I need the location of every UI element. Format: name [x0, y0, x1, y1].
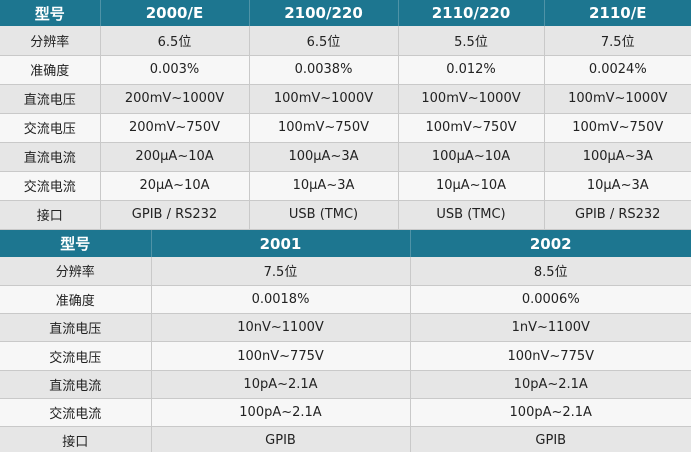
row-label: 交流电压: [0, 113, 101, 143]
table-cell: GPIB / RS232: [100, 200, 250, 230]
table-cell: 0.0024%: [544, 55, 691, 85]
table-cell: 100μA~3A: [249, 142, 399, 172]
table-row: 直流电流 10pA~2.1A 10pA~2.1A: [0, 370, 691, 399]
table-header-row: 型号 2000/E 2100/220 2110/220 2110/E: [0, 0, 691, 26]
table-cell: 10μA~3A: [544, 171, 691, 201]
header-model-2100-220: 2100/220: [249, 0, 399, 26]
header-model-label: 型号: [0, 230, 152, 257]
row-label: 交流电流: [0, 171, 101, 201]
table-cell: 10pA~2.1A: [151, 370, 411, 399]
table-cell: 100mV~1000V: [249, 84, 399, 114]
table-cell: 100pA~2.1A: [151, 398, 411, 428]
table-cell: 100mV~750V: [544, 113, 691, 143]
header-model-2110e: 2110/E: [544, 0, 691, 26]
table-cell: 6.5位: [249, 26, 399, 56]
table-cell: 10μA~10A: [398, 171, 545, 201]
table-row: 分辨率 6.5位 6.5位 5.5位 7.5位: [0, 26, 691, 56]
table-cell: 100μA~3A: [544, 142, 691, 172]
row-label: 分辨率: [0, 26, 101, 56]
table-cell: 7.5位: [151, 257, 411, 286]
table-row: 准确度 0.0018% 0.0006%: [0, 285, 691, 315]
row-label: 交流电压: [0, 341, 152, 371]
table-cell: 0.003%: [100, 55, 250, 85]
row-label: 分辨率: [0, 257, 152, 286]
table-cell: 100mV~1000V: [398, 84, 545, 114]
table-cell: 100nV~775V: [410, 341, 691, 371]
table-cell: 100mV~750V: [249, 113, 399, 143]
table-row: 准确度 0.003% 0.0038% 0.012% 0.0024%: [0, 55, 691, 85]
table-cell: USB (TMC): [249, 200, 399, 230]
table-cell: 100nV~775V: [151, 341, 411, 371]
table-cell: 8.5位: [410, 257, 691, 286]
header-model-2000e: 2000/E: [100, 0, 250, 26]
row-label: 交流电流: [0, 398, 152, 428]
table-cell: 0.0006%: [410, 285, 691, 315]
header-model-2001: 2001: [151, 230, 411, 257]
spec-table-1: 型号 2000/E 2100/220 2110/220 2110/E 分辨率 6…: [0, 0, 691, 230]
row-label: 直流电流: [0, 142, 101, 172]
table-row: 直流电流 200μA~10A 100μA~3A 100μA~10A 100μA~…: [0, 142, 691, 172]
row-label: 直流电压: [0, 84, 101, 114]
row-label: 直流电压: [0, 313, 152, 343]
row-label: 准确度: [0, 285, 152, 315]
table-cell: 10μA~3A: [249, 171, 399, 201]
table-cell: 0.0018%: [151, 285, 411, 315]
spec-table-2: 型号 2001 2002 分辨率 7.5位 8.5位 准确度 0.0018% 0…: [0, 230, 691, 452]
table-cell: GPIB / RS232: [544, 200, 691, 230]
header-model-label: 型号: [0, 0, 101, 26]
table-row: 分辨率 7.5位 8.5位: [0, 257, 691, 286]
table-cell: 0.0038%: [249, 55, 399, 85]
table-row: 接口 GPIB GPIB: [0, 426, 691, 452]
table-row: 交流电压 200mV~750V 100mV~750V 100mV~750V 10…: [0, 113, 691, 143]
table-cell: 1nV~1100V: [410, 313, 691, 343]
table-cell: USB (TMC): [398, 200, 545, 230]
table-cell: 200mV~750V: [100, 113, 250, 143]
table-cell: 10pA~2.1A: [410, 370, 691, 399]
table-row: 直流电压 200mV~1000V 100mV~1000V 100mV~1000V…: [0, 84, 691, 114]
table-cell: 100mV~1000V: [544, 84, 691, 114]
table-cell: 7.5位: [544, 26, 691, 56]
table-cell: 0.012%: [398, 55, 545, 85]
row-label: 直流电流: [0, 370, 152, 399]
table-row: 交流电流 20μA~10A 10μA~3A 10μA~10A 10μA~3A: [0, 171, 691, 201]
header-model-2110-220: 2110/220: [398, 0, 545, 26]
table-cell: GPIB: [410, 426, 691, 452]
table-cell: 10nV~1100V: [151, 313, 411, 343]
row-label: 准确度: [0, 55, 101, 85]
row-label: 接口: [0, 426, 152, 452]
row-label: 接口: [0, 200, 101, 230]
table-cell: 200mV~1000V: [100, 84, 250, 114]
table-cell: 5.5位: [398, 26, 545, 56]
table-row: 交流电流 100pA~2.1A 100pA~2.1A: [0, 398, 691, 428]
table-cell: 200μA~10A: [100, 142, 250, 172]
table-cell: 6.5位: [100, 26, 250, 56]
table-cell: 20μA~10A: [100, 171, 250, 201]
table-cell: 100pA~2.1A: [410, 398, 691, 428]
table-row: 交流电压 100nV~775V 100nV~775V: [0, 341, 691, 371]
table-cell: 100μA~10A: [398, 142, 545, 172]
header-model-2002: 2002: [410, 230, 691, 257]
table-cell: GPIB: [151, 426, 411, 452]
table-cell: 100mV~750V: [398, 113, 545, 143]
table-row: 直流电压 10nV~1100V 1nV~1100V: [0, 313, 691, 343]
table-header-row: 型号 2001 2002: [0, 230, 691, 257]
table-row: 接口 GPIB / RS232 USB (TMC) USB (TMC) GPIB…: [0, 200, 691, 230]
